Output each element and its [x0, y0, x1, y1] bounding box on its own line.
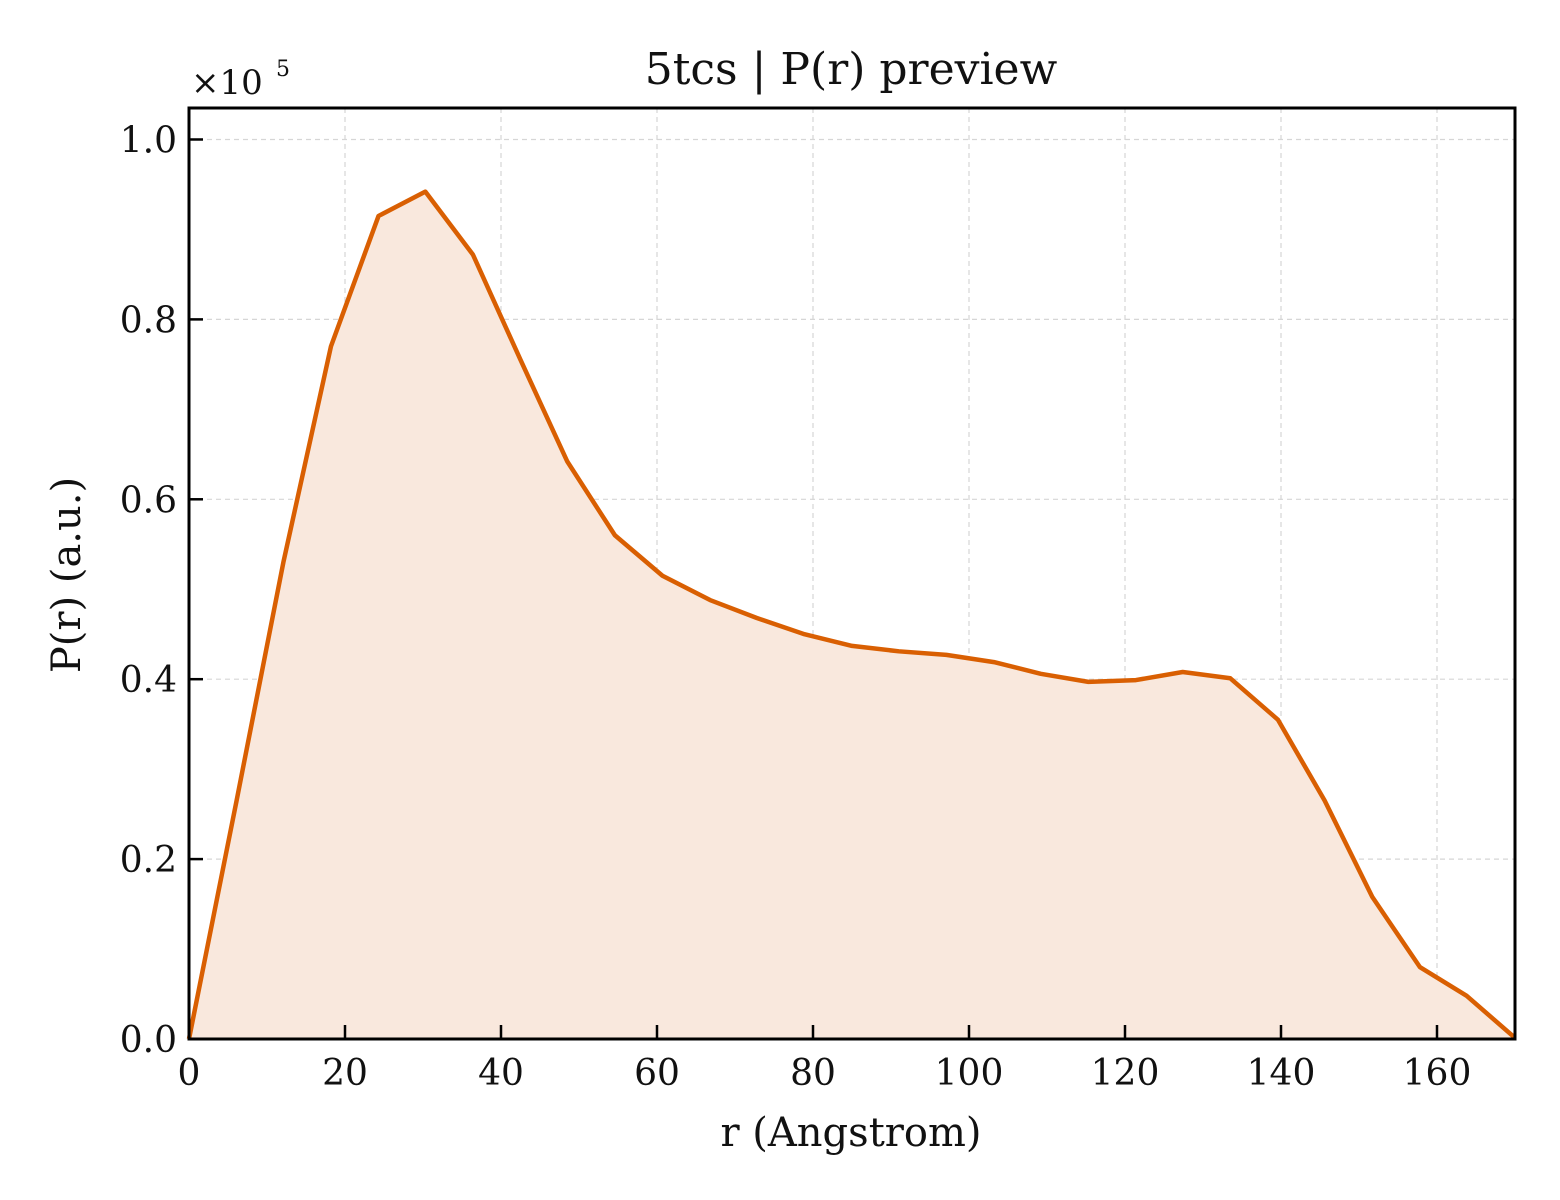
y-multiplier-exponent: 5	[276, 57, 290, 82]
x-tick-label-140: 140	[1247, 1053, 1316, 1094]
axis-ticks: 0 20 40 60 80 100 120 140 160 0.0 0.2 0.4 0.6 0.8 1.0	[120, 120, 1472, 1094]
pr-area-fill	[189, 191, 1515, 1039]
x-axis-label: r (Angstrom)	[720, 1110, 981, 1156]
y-tick-label-0.2: 0.2	[120, 840, 177, 881]
x-tick-label-40: 40	[478, 1053, 524, 1094]
y-multiplier-base: ×10	[191, 63, 263, 103]
x-tick-label-100: 100	[935, 1053, 1004, 1094]
y-tick-label-0.4: 0.4	[120, 660, 177, 701]
y-tick-label-0.6: 0.6	[120, 480, 177, 521]
x-tick-label-20: 20	[322, 1053, 368, 1094]
y-tick-label-0.0: 0.0	[120, 1020, 177, 1061]
y-tick-label-1.0: 1.0	[120, 120, 177, 161]
x-tick-label-80: 80	[790, 1053, 836, 1094]
x-tick-label-60: 60	[634, 1053, 680, 1094]
x-tick-label-0: 0	[178, 1053, 201, 1094]
y-tick-label-0.8: 0.8	[120, 300, 177, 341]
y-axis-label: P(r) (a.u.)	[44, 477, 90, 673]
plot-frame	[187, 106, 1517, 1041]
x-tick-label-120: 120	[1091, 1053, 1160, 1094]
x-tick-label-160: 160	[1403, 1053, 1472, 1094]
chart-title: 5tcs | P(r) preview	[645, 44, 1058, 95]
pr-series-line	[186, 189, 1516, 1040]
